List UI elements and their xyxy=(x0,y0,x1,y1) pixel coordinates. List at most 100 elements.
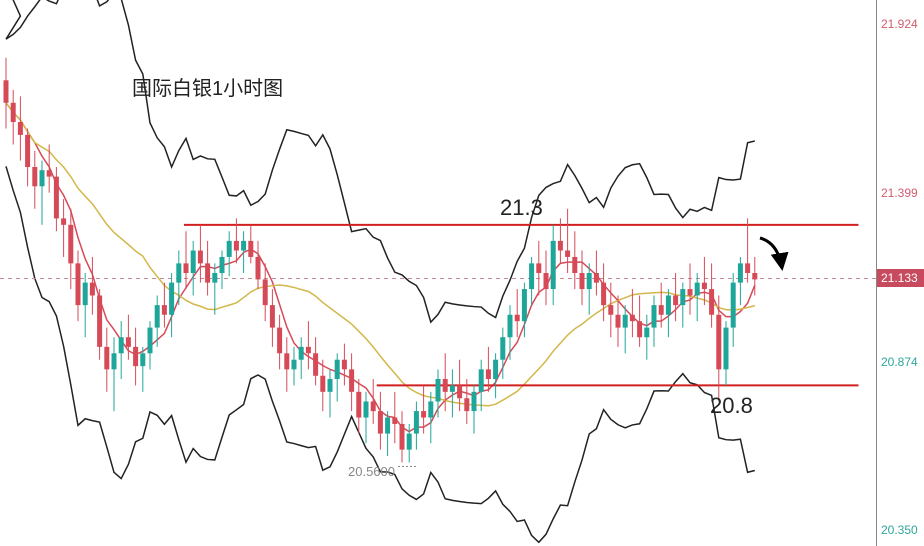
candle-body xyxy=(680,289,685,305)
candle-body xyxy=(335,360,340,379)
ma-5 xyxy=(6,103,755,432)
candle-body xyxy=(508,315,513,337)
candle-body xyxy=(90,283,95,296)
hline-label-20.8: 20.8 xyxy=(710,393,753,419)
candle-body xyxy=(659,305,664,315)
candle-body xyxy=(320,376,325,392)
candle-body xyxy=(479,369,484,391)
y-axis-label: 21.924 xyxy=(881,17,918,31)
candle-body xyxy=(140,353,145,366)
candle-body xyxy=(227,241,232,257)
candle-body xyxy=(241,241,246,251)
candle-body xyxy=(176,263,181,282)
candle-body xyxy=(392,418,397,424)
candle-body xyxy=(162,305,167,315)
candle-body xyxy=(673,295,678,305)
current-price-tag: 21.133 xyxy=(877,269,924,287)
candle-body xyxy=(32,167,37,186)
direction-arrow xyxy=(760,238,782,268)
candle-body xyxy=(407,434,412,450)
candle-body xyxy=(752,273,757,279)
candle-body xyxy=(702,283,707,289)
candle-body xyxy=(205,263,210,282)
candle-body xyxy=(4,80,9,102)
candle-body xyxy=(299,347,304,360)
candle-body xyxy=(76,263,81,305)
candle-body xyxy=(18,122,23,135)
candle-body xyxy=(666,295,671,314)
candle-body xyxy=(191,251,196,273)
candle-body xyxy=(500,337,505,359)
candle-body xyxy=(623,315,628,328)
candle-body xyxy=(486,369,491,379)
chart-container: 国际白银1小时图 21.92421.39920.87420.35021.133 … xyxy=(0,0,924,546)
candle-body xyxy=(371,401,376,411)
candle-body xyxy=(450,385,455,391)
candle-body xyxy=(565,251,570,257)
candle-body xyxy=(608,305,613,315)
candle-body xyxy=(644,328,649,338)
candle-body xyxy=(47,170,52,176)
candle-body xyxy=(385,418,390,434)
candle-body xyxy=(292,360,297,370)
candle-body xyxy=(472,392,477,411)
candle-body xyxy=(212,273,217,283)
candle-body xyxy=(112,353,117,369)
candle-body xyxy=(738,263,743,282)
candle-body xyxy=(342,360,347,370)
candle-body xyxy=(637,321,642,337)
candle-body xyxy=(572,257,577,273)
candle-body xyxy=(356,392,361,418)
candle-body xyxy=(169,283,174,315)
candle-body xyxy=(40,170,45,186)
candle-body xyxy=(587,273,592,289)
bb-middle xyxy=(6,103,755,406)
candle-body xyxy=(457,385,462,398)
chart-title: 国际白银1小时图 xyxy=(132,72,283,101)
candle-body xyxy=(328,379,333,392)
bb-upper xyxy=(6,0,755,322)
candle-body xyxy=(119,337,124,353)
candle-body xyxy=(731,283,736,328)
candle-body xyxy=(68,225,73,264)
candle-body xyxy=(364,401,369,417)
candle-body xyxy=(443,379,448,392)
candle-body xyxy=(349,369,354,391)
candle-body xyxy=(716,315,721,370)
candle-body xyxy=(25,135,30,167)
candle-body xyxy=(378,411,383,433)
candle-body xyxy=(400,424,405,450)
candle-body xyxy=(745,263,750,273)
candle-body xyxy=(97,295,102,346)
bb-lower xyxy=(6,166,755,542)
candle-body xyxy=(522,289,527,321)
candle-body xyxy=(277,328,282,354)
candle-body xyxy=(248,241,253,257)
candle-body xyxy=(126,337,131,347)
candle-body xyxy=(414,411,419,433)
candle-body xyxy=(464,398,469,411)
candle-body xyxy=(580,273,585,289)
candle-body xyxy=(270,305,275,327)
candle-body xyxy=(630,315,635,321)
low-price-label: 20.5600 xyxy=(348,464,395,479)
candle-body xyxy=(234,241,239,251)
candle-body xyxy=(421,411,426,417)
ma-20 xyxy=(6,103,755,406)
candle-body xyxy=(54,177,59,219)
candle-body xyxy=(652,305,657,327)
candle-body xyxy=(709,289,714,315)
candle-body xyxy=(284,353,289,369)
candle-body xyxy=(616,315,621,328)
candle-body xyxy=(558,241,563,251)
candle-body xyxy=(724,328,729,370)
candle-body xyxy=(184,263,189,273)
candle-body xyxy=(493,360,498,379)
candle-body xyxy=(551,241,556,289)
y-axis-label: 21.399 xyxy=(881,186,918,200)
candle-body xyxy=(11,103,16,122)
candle-body xyxy=(61,218,66,224)
candle-body xyxy=(155,305,160,327)
candle-body xyxy=(695,283,700,296)
candle-body xyxy=(544,273,549,289)
